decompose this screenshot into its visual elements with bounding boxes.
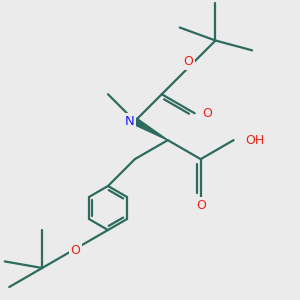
Text: O: O: [70, 244, 80, 257]
Polygon shape: [133, 118, 168, 140]
Text: O: O: [196, 199, 206, 212]
Text: O: O: [184, 55, 194, 68]
Text: N: N: [125, 115, 135, 128]
Text: OH: OH: [246, 134, 265, 147]
Text: O: O: [202, 107, 212, 120]
